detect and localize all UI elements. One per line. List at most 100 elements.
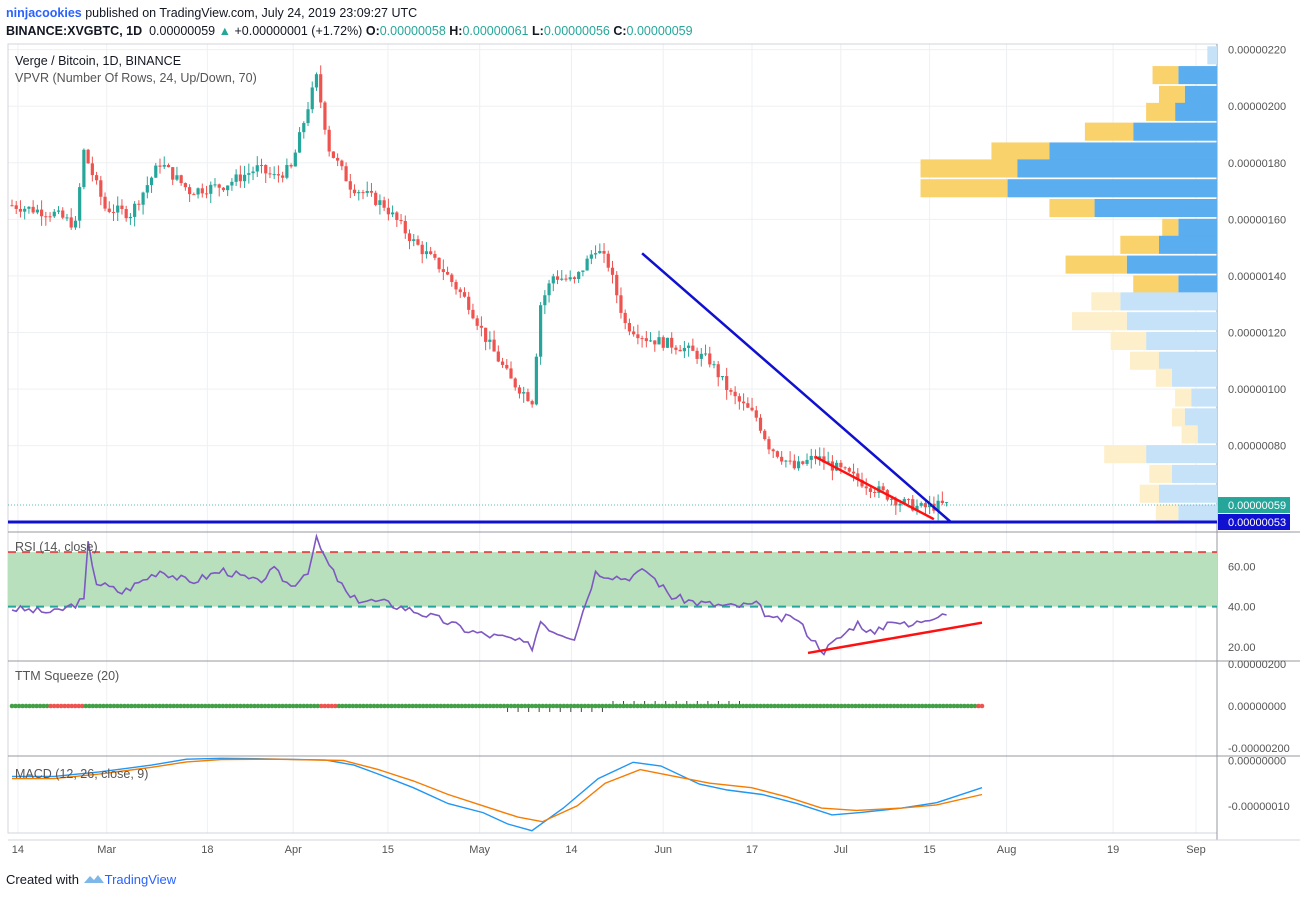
vp-down-bar [1175,388,1192,407]
candle-body [792,460,796,469]
candle-body [593,253,598,255]
ttm-legend[interactable]: TTM Squeeze (20) [15,669,120,683]
price-tick-label: 0.00000220 [1228,45,1286,57]
candle-body [796,461,801,469]
candle-body [437,257,441,270]
candle-body [255,165,259,172]
candle-body [162,165,166,167]
vp-up-bar [1178,66,1217,85]
vpvr-legend[interactable]: VPVR (Number Of Rows, 24, Up/Down, 70) [15,71,257,85]
ttm-dot [803,703,809,709]
ttm-dot [853,703,858,709]
candle-body [636,334,640,339]
ttm-dot [217,703,222,709]
ttm-tick-label: 0.00000200 [1228,659,1286,671]
macd-line [12,757,983,832]
ttm-dot [30,703,36,709]
candle-body [775,451,780,457]
ttm-dot [463,703,468,709]
ttm-dot [287,703,292,709]
author-name[interactable]: ninjacookies [6,6,82,20]
ttm-dot [304,703,310,709]
ttm-dot [139,703,145,709]
candle-body [568,277,572,280]
candle-body [657,337,661,345]
ttm-dot [431,703,437,709]
candle-body [915,505,919,511]
ttm-dot [631,703,637,709]
rsi-tick-label: 20.00 [1228,642,1256,654]
candle-body [911,499,915,511]
candle-body [902,499,906,504]
ttm-dot [452,703,458,709]
ttm-dot [863,703,869,709]
candle-body [192,194,196,196]
candle-body [640,338,644,340]
candle-body [90,163,94,176]
close-label: C: [613,24,627,38]
candle-body [475,318,479,326]
candle-body [73,220,78,228]
candle-body [894,498,898,506]
candle-body [281,175,285,178]
candle-body [780,456,784,462]
candle-body [471,309,475,319]
ttm-dot [333,703,338,709]
candle-body [82,149,86,188]
vp-up-bar [1146,331,1217,351]
vp-down-bar [1171,408,1185,427]
tradingview-link[interactable]: TradingView [104,872,177,887]
ttm-dot [796,703,802,709]
candle-body [691,345,695,351]
candle-body [526,392,530,402]
candle-body [699,353,703,359]
ttm-dot [420,703,426,709]
ttm-dot [245,703,250,709]
candle-body [116,205,120,213]
main-legend-title[interactable]: Verge / Bitcoin, 1D, BINANCE [15,54,182,68]
candle-body [632,331,636,335]
ttm-dot [902,703,907,709]
candle-body [839,462,843,468]
time-tick-label: Apr [285,844,302,856]
candle-body [682,347,686,352]
ttm-dot [301,703,307,709]
ttm-dot [406,703,412,709]
ttm-dot [16,703,22,709]
ttm-dot [744,703,749,709]
rsi-legend[interactable]: RSI (14, close) [15,540,98,554]
candle-body [141,192,145,205]
candle-body [581,270,585,272]
ttm-dot [691,703,697,709]
ttm-dot [856,703,862,709]
macd-legend[interactable]: MACD (12, 26, close, 9) [15,767,149,781]
ttm-dot [909,703,915,709]
candle-body [898,503,902,506]
candle-body [183,183,187,188]
ttm-dot [705,703,711,709]
ttm-dot [877,703,883,709]
ttm-dot [870,703,876,709]
candle-body [429,251,433,255]
candle-body [737,396,741,402]
candle-body [771,449,775,452]
candle-body [69,217,73,228]
ttm-dot [522,703,528,709]
ttm-dot [97,703,103,709]
candle-body [496,351,500,362]
candle-body [40,209,44,217]
ttm-dot [403,703,408,709]
vp-up-bar [1094,199,1217,218]
ttm-dot [926,703,932,709]
ttm-dot [354,703,359,709]
ttm-dot [547,703,553,709]
candle-body [124,209,128,219]
candle-body [133,203,137,217]
ttm-dot [104,703,110,709]
ttm-dot [9,703,15,709]
candle-body [944,502,949,504]
ttm-dot [561,703,567,709]
rsi-trendline [807,621,983,655]
ttm-dot [969,703,974,709]
